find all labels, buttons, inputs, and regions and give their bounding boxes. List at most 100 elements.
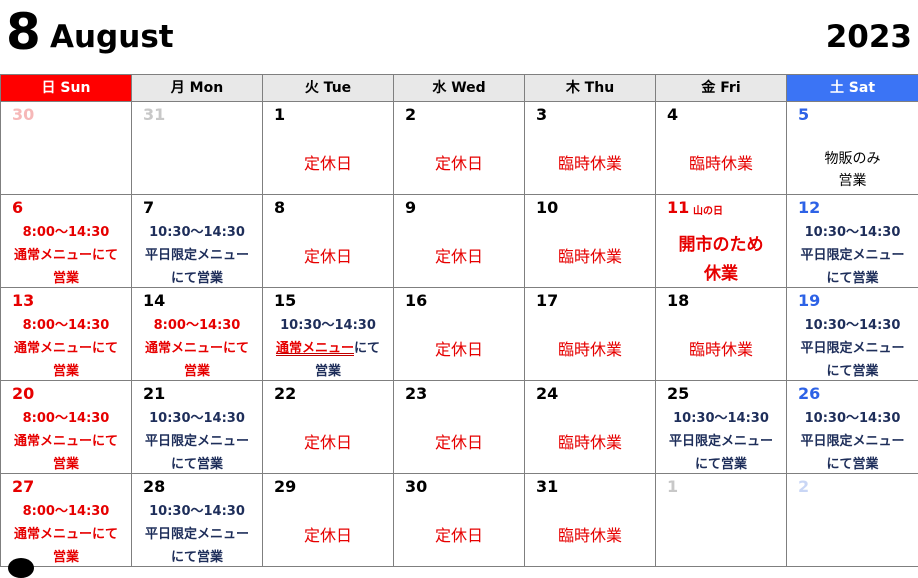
menu-label: 通常メニューにて: [263, 337, 393, 360]
day-cell: 31 臨時休業: [525, 474, 656, 567]
day-number: 31: [143, 106, 165, 124]
weekday-header-row: 日 Sun 月 Mon 火 Tue 水 Wed 木 Thu 金 Fri 土 Sa…: [1, 75, 918, 102]
hours-label: 10:30〜14:30: [132, 221, 262, 244]
day-number: 6: [12, 199, 23, 217]
day-number: 30: [405, 478, 427, 496]
day-number: 25: [667, 385, 689, 403]
menu-label: 平日限定メニュー: [656, 430, 786, 453]
menu-label: 平日限定メニュー: [787, 244, 918, 267]
day-number: 27: [12, 478, 34, 496]
day-number: 12: [798, 199, 820, 217]
menu-label: 通常メニューにて: [1, 244, 131, 267]
business-label: にて営業: [132, 546, 262, 569]
day-number: 18: [667, 292, 689, 310]
day-cell: 2: [787, 474, 918, 567]
menu-label: 平日限定メニュー: [787, 430, 918, 453]
hours-label: 10:30〜14:30: [787, 221, 918, 244]
day-number: 13: [12, 292, 34, 310]
day-number: 28: [143, 478, 165, 496]
closed-label: 定休日: [394, 433, 524, 453]
year: 2023: [826, 17, 912, 57]
day-number: 1: [274, 106, 285, 124]
goods-only-note: 物販のみ営業: [787, 148, 918, 192]
weekday-sat: 土 Sat: [787, 75, 918, 102]
closed-label: 定休日: [394, 340, 524, 360]
day-number: 2: [798, 478, 809, 496]
hours-label: 8:00〜14:30: [1, 314, 131, 337]
market-closed-note: 開市のため休業: [656, 231, 786, 289]
day-number: 15: [274, 292, 296, 310]
day-number: 1: [667, 478, 678, 496]
menu-label: 平日限定メニュー: [132, 430, 262, 453]
closed-label: 定休日: [394, 247, 524, 267]
closed-label: 定休日: [394, 154, 524, 174]
menu-label: 平日限定メニュー: [787, 337, 918, 360]
closed-label: 定休日: [263, 433, 393, 453]
day-cell: 1: [656, 474, 787, 567]
day-number: 17: [536, 292, 558, 310]
day-number: 16: [405, 292, 427, 310]
day-number: 7: [143, 199, 154, 217]
next-month-number-fragment: [8, 558, 34, 578]
day-cell: 5 物販のみ営業: [787, 102, 918, 195]
day-number: 31: [536, 478, 558, 496]
market-line-2: 休業: [656, 260, 786, 289]
hours-label: 10:30〜14:30: [132, 500, 262, 523]
temp-closed-label: 臨時休業: [525, 433, 655, 453]
day-number: 3: [536, 106, 547, 124]
holiday-label: 山の日: [693, 202, 723, 217]
menu-label: 通常メニューにて: [1, 337, 131, 360]
menu-label: 平日限定メニュー: [132, 244, 262, 267]
day-number: 29: [274, 478, 296, 496]
temp-closed-label: 臨時休業: [525, 526, 655, 546]
weekday-tue: 火 Tue: [263, 75, 394, 102]
temp-closed-label: 臨時休業: [656, 340, 786, 360]
weekday-wed: 水 Wed: [394, 75, 525, 102]
hours-label: 8:00〜14:30: [1, 221, 131, 244]
hours-label: 8:00〜14:30: [1, 407, 131, 430]
hours-label: 8:00〜14:30: [1, 500, 131, 523]
menu-label: 通常メニューにて: [1, 430, 131, 453]
menu-label: 通常メニューにて: [132, 337, 262, 360]
hours-label: 10:30〜14:30: [656, 407, 786, 430]
day-number: 9: [405, 199, 416, 217]
month-name: August: [50, 17, 174, 57]
weekday-fri: 金 Fri: [656, 75, 787, 102]
closed-label: 定休日: [394, 526, 524, 546]
day-number: 21: [143, 385, 165, 403]
day-cell: 30 定休日: [394, 474, 525, 567]
temp-closed-label: 臨時休業: [656, 154, 786, 174]
day-cell: 18 臨時休業: [656, 288, 787, 381]
day-cell: 31: [132, 102, 263, 195]
day-number: 10: [536, 199, 558, 217]
business-label: 営業: [787, 170, 918, 192]
